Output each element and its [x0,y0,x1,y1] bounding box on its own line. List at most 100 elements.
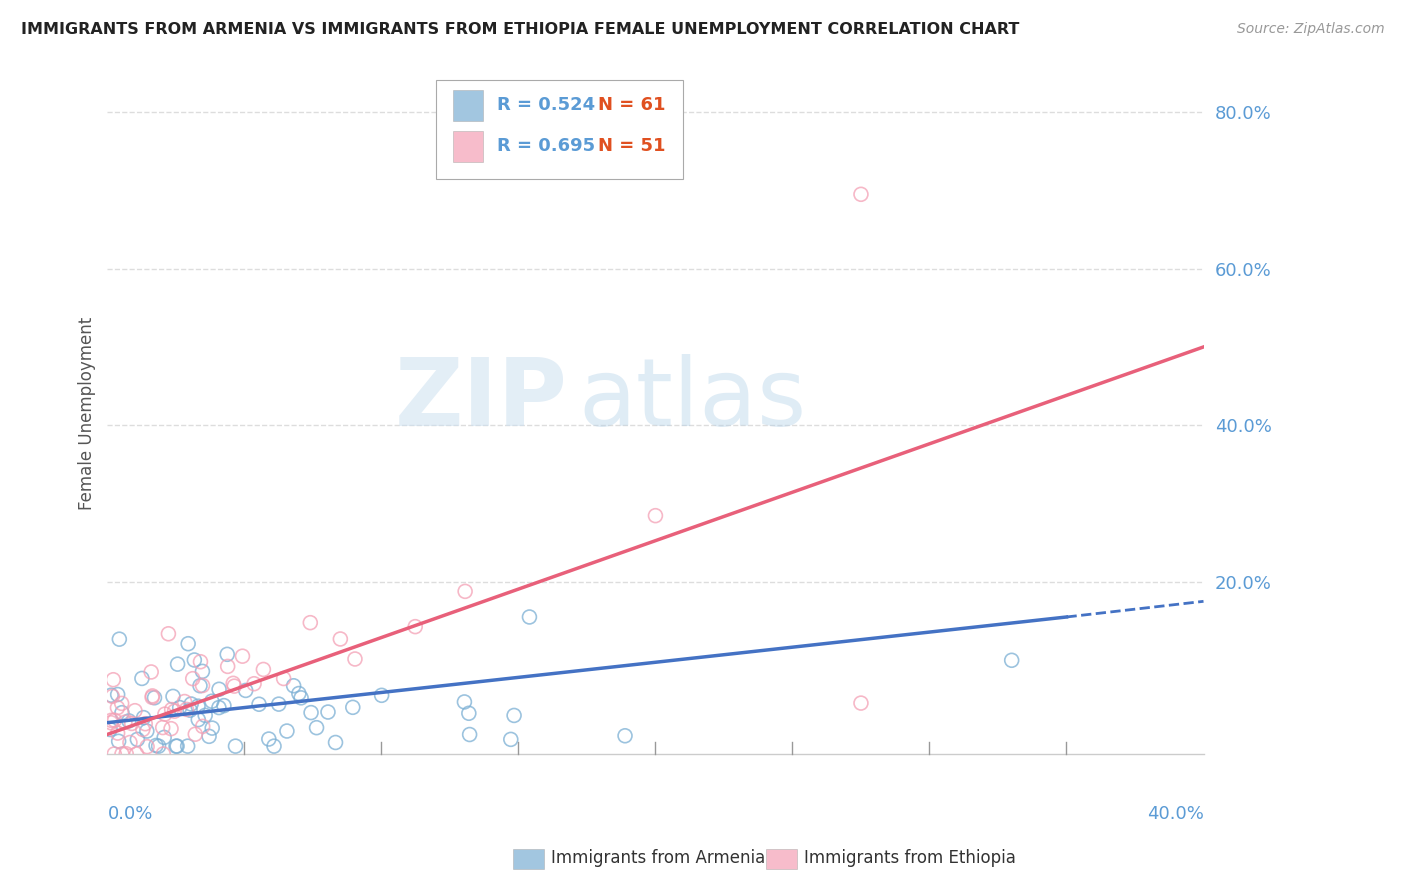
Point [104,713,127,727]
Point [183,653,205,667]
Point [263,739,285,753]
Point [191,679,214,693]
Text: R = 0.695: R = 0.695 [496,137,595,155]
Point [224,739,246,753]
Point [118,735,141,749]
Point [290,690,312,705]
Point [454,584,477,599]
FancyBboxPatch shape [436,79,683,178]
Point [222,676,245,690]
Point [181,672,204,686]
Point [180,697,202,711]
Point [187,699,209,714]
Point [98,723,121,737]
Point [103,747,125,761]
Point [267,697,290,711]
Point [134,716,156,731]
Point [343,652,366,666]
Point [849,187,872,202]
Point [243,677,266,691]
Point [100,714,122,728]
Point [184,727,207,741]
Text: N = 51: N = 51 [599,137,666,155]
Point [179,703,201,717]
Point [614,729,637,743]
Point [299,706,322,720]
Point [111,697,134,711]
Text: Source: ZipAtlas.com: Source: ZipAtlas.com [1237,22,1385,37]
Text: 0.0%: 0.0% [107,805,153,823]
Text: ZIP: ZIP [395,354,568,446]
Point [231,649,253,664]
Point [136,739,159,754]
Point [115,747,138,761]
Point [124,704,146,718]
Point [132,711,155,725]
Point [153,731,176,745]
Point [103,673,125,687]
Text: Immigrants from Ethiopia: Immigrants from Ethiopia [804,849,1017,867]
Point [100,688,122,702]
Text: IMMIGRANTS FROM ARMENIA VS IMMIGRANTS FROM ETHIOPIA FEMALE UNEMPLOYMENT CORRELAT: IMMIGRANTS FROM ARMENIA VS IMMIGRANTS FR… [21,22,1019,37]
Point [163,704,186,718]
FancyBboxPatch shape [453,131,484,161]
Point [499,732,522,747]
Point [503,708,526,723]
Point [1001,653,1024,667]
Point [121,716,143,731]
Text: N = 61: N = 61 [599,96,666,114]
Point [187,713,209,727]
Point [176,739,198,753]
Point [191,665,214,679]
Point [166,657,188,672]
Point [131,672,153,686]
Point [458,727,481,741]
Point [160,722,183,736]
Point [132,723,155,737]
Text: Immigrants from Armenia: Immigrants from Armenia [551,849,765,867]
Point [127,732,149,747]
Point [176,702,198,716]
Point [153,707,176,722]
Point [519,610,541,624]
Y-axis label: Female Unemployment: Female Unemployment [79,317,96,510]
Point [288,686,311,700]
Point [141,689,163,703]
Point [198,729,221,743]
Point [162,690,184,704]
Point [276,724,298,739]
Point [191,719,214,733]
Point [457,706,479,721]
Point [316,705,339,719]
Point [111,747,134,761]
Point [108,632,131,647]
Point [135,724,157,739]
Point [165,739,187,753]
Point [169,700,191,714]
Point [644,508,666,523]
Point [849,696,872,710]
Point [101,690,124,704]
Point [152,721,174,735]
Point [107,726,129,740]
FancyBboxPatch shape [453,90,484,120]
Point [329,632,352,646]
Point [201,721,224,735]
Point [141,690,163,705]
Point [145,739,167,753]
Point [160,702,183,716]
Point [453,695,475,709]
Point [111,706,134,720]
Point [107,734,129,748]
Text: R = 0.524: R = 0.524 [496,96,595,114]
Point [194,708,217,723]
Point [190,655,212,669]
Point [283,679,305,693]
Point [208,700,231,714]
Point [252,662,274,676]
Text: atlas: atlas [579,354,807,446]
Point [152,747,174,761]
Point [299,615,322,630]
Point [141,665,163,679]
Point [148,739,170,753]
